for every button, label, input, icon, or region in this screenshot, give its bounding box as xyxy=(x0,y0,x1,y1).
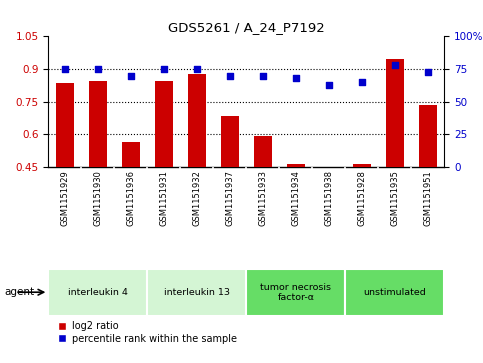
Text: unstimulated: unstimulated xyxy=(364,288,426,297)
Bar xyxy=(254,136,272,167)
Point xyxy=(325,82,333,87)
Bar xyxy=(221,116,239,167)
Legend: log2 ratio, percentile rank within the sample: log2 ratio, percentile rank within the s… xyxy=(53,317,241,348)
Text: GSM1151933: GSM1151933 xyxy=(258,170,267,226)
Point xyxy=(226,73,234,78)
Text: GSM1151931: GSM1151931 xyxy=(159,170,168,226)
Text: GSM1151929: GSM1151929 xyxy=(60,170,69,226)
Text: GSM1151935: GSM1151935 xyxy=(390,170,399,226)
Bar xyxy=(89,81,107,167)
Bar xyxy=(345,269,444,316)
Bar xyxy=(147,269,246,316)
Point xyxy=(127,73,135,78)
Bar xyxy=(188,74,206,167)
Text: GSM1151934: GSM1151934 xyxy=(291,170,300,226)
Bar xyxy=(287,164,305,167)
Text: interleukin 13: interleukin 13 xyxy=(164,288,230,297)
Text: agent: agent xyxy=(5,287,35,297)
Text: GSM1151932: GSM1151932 xyxy=(192,170,201,226)
Bar xyxy=(353,164,371,167)
Point xyxy=(424,69,432,74)
Text: tumor necrosis
factor-α: tumor necrosis factor-α xyxy=(260,282,331,302)
Title: GDS5261 / A_24_P7192: GDS5261 / A_24_P7192 xyxy=(168,21,325,34)
Bar xyxy=(320,167,338,169)
Point xyxy=(160,66,168,72)
Bar xyxy=(122,142,140,167)
Point xyxy=(292,75,300,81)
Bar xyxy=(155,81,173,167)
Point xyxy=(61,66,69,72)
Bar xyxy=(419,105,437,167)
Point xyxy=(358,79,366,85)
Text: GSM1151928: GSM1151928 xyxy=(357,170,366,226)
Bar xyxy=(386,59,404,167)
Bar xyxy=(56,83,74,167)
Text: GSM1151938: GSM1151938 xyxy=(325,170,333,226)
Point xyxy=(391,62,399,68)
Text: interleukin 4: interleukin 4 xyxy=(68,288,128,297)
Point xyxy=(193,66,201,72)
Text: GSM1151951: GSM1151951 xyxy=(424,170,432,226)
Point xyxy=(259,73,267,78)
Bar xyxy=(48,269,147,316)
Point xyxy=(94,66,102,72)
Text: GSM1151936: GSM1151936 xyxy=(127,170,135,226)
Text: GSM1151937: GSM1151937 xyxy=(226,170,234,226)
Text: GSM1151930: GSM1151930 xyxy=(93,170,102,226)
Bar xyxy=(246,269,345,316)
